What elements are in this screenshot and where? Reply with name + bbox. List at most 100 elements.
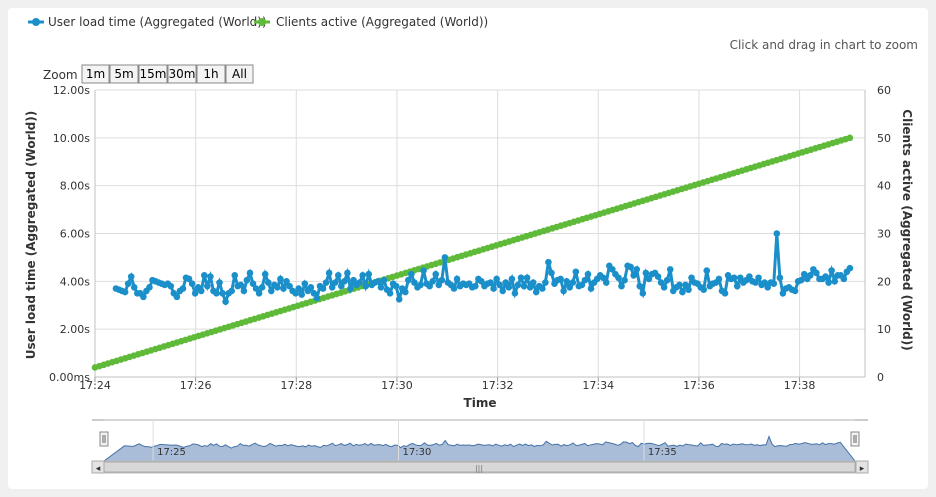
point-user-load xyxy=(173,293,181,301)
point-user-load xyxy=(752,279,759,286)
point-user-load xyxy=(685,286,692,294)
point-user-load xyxy=(295,285,302,292)
point-user-load xyxy=(231,272,239,279)
point-clients xyxy=(846,134,854,142)
point-user-load xyxy=(188,280,196,288)
point-user-load xyxy=(581,276,589,284)
point-user-load xyxy=(429,278,436,285)
zoom-button-30m[interactable]: 30m xyxy=(167,64,197,84)
y-tick-label: 12.00s xyxy=(53,84,90,97)
point-user-load xyxy=(523,274,531,282)
point-user-load xyxy=(207,273,214,280)
handle-body xyxy=(850,431,860,447)
point-user-load xyxy=(252,285,260,292)
point-user-load xyxy=(560,287,567,295)
point-user-load xyxy=(359,272,366,279)
plot-area[interactable]: 0.00ms 0 2.00s 10 4.00s 20 6.00s 30 8.00s 40 10.00… xyxy=(49,84,891,392)
zoom-button-1m[interactable]: 1m xyxy=(81,64,110,84)
point-user-load xyxy=(764,284,771,291)
point-user-load xyxy=(365,270,373,278)
legend-marker-clients xyxy=(258,18,266,26)
point-user-load xyxy=(228,287,235,295)
scrollbar-left-button[interactable]: ◂ xyxy=(91,460,105,474)
scroll-button-bg xyxy=(91,460,105,474)
navigator-handle-left[interactable] xyxy=(99,431,109,447)
x-tick-label: 17:38 xyxy=(784,379,816,392)
point-user-load xyxy=(438,276,446,284)
navigator-handle-right[interactable] xyxy=(850,431,860,447)
point-user-load xyxy=(688,274,695,282)
point-user-load xyxy=(237,281,245,289)
point-user-load xyxy=(654,273,662,280)
point-user-load xyxy=(791,287,799,295)
point-user-load xyxy=(344,269,351,277)
point-user-load xyxy=(545,258,552,266)
point-user-load xyxy=(213,289,220,297)
navigator-tick-label: 17:25 xyxy=(157,447,186,458)
point-user-load xyxy=(167,282,175,290)
zoom-button-label: 1h xyxy=(203,67,218,81)
zoom-button-All[interactable]: All xyxy=(225,64,254,84)
point-user-load xyxy=(779,289,787,297)
point-user-load xyxy=(292,289,299,297)
point-user-load xyxy=(520,282,528,290)
point-user-load xyxy=(700,286,708,294)
point-user-load xyxy=(121,288,129,296)
point-user-load xyxy=(450,285,458,292)
point-user-load xyxy=(633,266,641,273)
point-user-load xyxy=(813,269,820,277)
zoom-button-5m[interactable]: 5m xyxy=(109,64,139,84)
point-user-load xyxy=(776,274,784,282)
point-user-load xyxy=(761,279,768,286)
point-user-load xyxy=(599,274,607,282)
navigator-scrollbar[interactable]: ◂ ▸ ||| xyxy=(91,460,869,474)
zoom-button-bg xyxy=(225,64,254,84)
y-tick-label: 8.00s xyxy=(60,180,90,193)
point-user-load xyxy=(578,281,586,289)
point-user-load xyxy=(703,267,711,274)
point-user-load xyxy=(124,280,132,288)
zoom-button-label: 5m xyxy=(114,67,133,81)
point-user-load xyxy=(630,272,637,279)
point-user-load xyxy=(770,280,778,288)
zoom-button-label: 15m xyxy=(140,67,167,81)
legend-item-clients[interactable]: Clients active (Aggregated (World)) xyxy=(254,15,488,29)
point-user-load xyxy=(542,279,549,286)
point-user-load xyxy=(219,289,226,297)
point-user-load xyxy=(822,273,829,280)
point-user-load xyxy=(222,298,229,305)
y2-tick-label: 0 xyxy=(877,371,884,384)
series-user-load-time xyxy=(112,230,854,307)
point-user-load xyxy=(663,276,671,284)
legend-label-user-load: User load time (Aggregated (World)) xyxy=(48,15,267,29)
x-tick-label: 17:26 xyxy=(180,379,212,392)
x-tick-label: 17:28 xyxy=(280,379,312,392)
point-user-load xyxy=(246,269,254,277)
point-user-load xyxy=(825,279,832,286)
point-user-load xyxy=(499,287,507,295)
y2-tick-label: 60 xyxy=(877,84,891,97)
y2-tick-label: 10 xyxy=(877,323,891,336)
point-user-load xyxy=(322,279,330,286)
point-user-load xyxy=(313,294,321,302)
navigator[interactable]: 17:25 17:30 17:35 ◂ ▸ ||| xyxy=(91,419,869,474)
point-user-load xyxy=(374,278,382,285)
scrollbar-grip-icon: ||| xyxy=(475,464,483,473)
point-user-load xyxy=(283,278,290,285)
legend-item-user-load[interactable]: User load time (Aggregated (World)) xyxy=(28,15,267,29)
zoom-button-bg xyxy=(109,64,139,84)
point-user-load xyxy=(621,276,628,284)
zoom-button-15m[interactable]: 15m xyxy=(138,64,168,84)
zoom-button-1h[interactable]: 1h xyxy=(196,64,226,84)
point-user-load xyxy=(356,279,363,286)
scrollbar-right-button[interactable]: ▸ xyxy=(855,460,869,474)
point-user-load xyxy=(472,282,479,290)
zoom-hint: Click and drag in chart to zoom xyxy=(730,38,918,52)
point-user-load xyxy=(310,289,318,297)
y-tick-label: 6.00s xyxy=(60,228,90,241)
point-user-load xyxy=(328,284,336,291)
point-user-load xyxy=(140,293,147,301)
y-tick-label: 4.00s xyxy=(60,275,90,288)
point-user-load xyxy=(746,273,753,280)
